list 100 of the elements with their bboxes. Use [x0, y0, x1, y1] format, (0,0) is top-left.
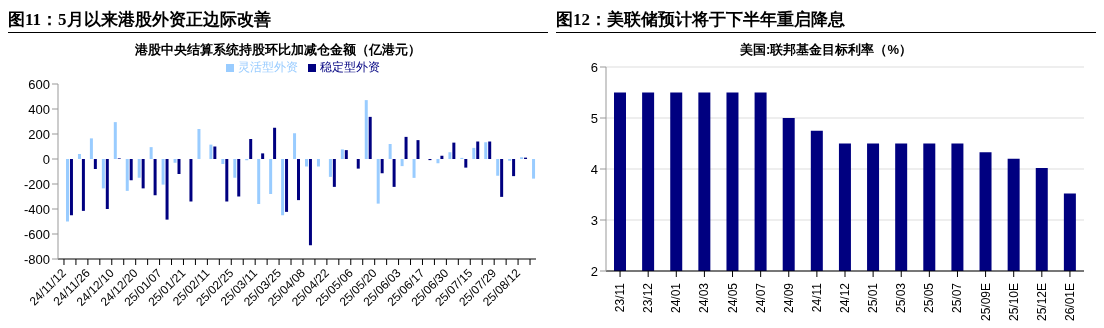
bar: [488, 141, 492, 159]
x-tick-label: 25/09E: [978, 283, 993, 322]
bar: [77, 154, 81, 159]
bar: [412, 159, 416, 178]
bar: [273, 127, 277, 159]
x-tick-label: 25/01: [866, 282, 881, 314]
bar: [149, 147, 153, 159]
bar: [496, 159, 500, 176]
x-tick-label: 26/01E: [1062, 283, 1077, 322]
bar: [404, 136, 408, 159]
bar: [464, 159, 468, 168]
bar: [293, 133, 297, 159]
y-tick-label: 400: [28, 101, 50, 117]
x-tick-label: 24/05: [725, 282, 740, 314]
bar: [249, 139, 253, 159]
chart-subtitle: 美国:联邦基金目标利率（%）: [739, 41, 913, 59]
y-tick-label: 5: [590, 110, 598, 126]
bar: [89, 138, 93, 159]
bar: [285, 159, 289, 212]
bar: [364, 100, 368, 159]
bar: [500, 159, 504, 197]
bar: [137, 159, 141, 178]
chart-subtitle: 港股中央结算系统持股环比加减仓金额（亿港元）: [134, 41, 422, 59]
y-tick-label: 600: [28, 76, 50, 92]
bar: [380, 159, 384, 174]
y-tick-label: -800: [23, 251, 50, 267]
bar: [340, 149, 344, 159]
bar: [197, 129, 201, 159]
bar: [452, 142, 456, 159]
x-tick-label: 23/12: [641, 282, 656, 314]
bar: [356, 159, 360, 169]
y-tick-label: 6: [590, 59, 598, 75]
bar: [472, 147, 476, 159]
bar: [213, 146, 217, 159]
legend-label: 稳定型外资: [320, 60, 380, 74]
x-tick-label: 25/03: [894, 282, 909, 314]
bar: [308, 159, 312, 246]
bar: [388, 144, 392, 159]
bar: [165, 159, 169, 220]
bar: [269, 159, 273, 194]
bar: [332, 159, 336, 187]
x-tick-label: 24/12: [838, 282, 852, 314]
bar: [105, 159, 109, 209]
x-tick-label: 24/11: [809, 282, 824, 313]
chart-title: 图12：美联储预计将于下半年重启降息: [556, 8, 1096, 33]
y-tick-label: -400: [23, 201, 50, 217]
bar: [221, 159, 225, 164]
bar: [209, 144, 213, 159]
bar: [129, 159, 133, 181]
bar: [305, 159, 308, 167]
bar: [344, 150, 348, 159]
bar: [81, 159, 85, 211]
bar: [440, 155, 444, 159]
bar: [177, 159, 181, 174]
bar: [93, 159, 97, 169]
y-tick-label: 4: [590, 161, 598, 177]
bar: [436, 159, 440, 164]
y-tick-label: 0: [42, 151, 50, 167]
bar: [416, 140, 420, 159]
bar: [392, 159, 396, 187]
bar: [189, 159, 193, 202]
y-tick-label: -600: [23, 226, 50, 242]
bar: [261, 153, 265, 159]
bar: [69, 159, 73, 216]
bar: [448, 152, 452, 159]
bar: [257, 159, 261, 204]
bar: [297, 159, 300, 201]
x-tick-label: 24/01: [669, 282, 684, 314]
y-tick-label: 2: [590, 263, 598, 279]
bar: [153, 159, 157, 196]
bar: [125, 159, 129, 191]
bar: [328, 159, 332, 177]
bar: [400, 159, 404, 167]
bar: [316, 159, 320, 167]
bar: [66, 159, 69, 222]
bar: [161, 159, 165, 185]
x-tick-label: 25/12E: [1034, 283, 1049, 322]
y-tick-label: 200: [28, 126, 50, 142]
x-tick-label: 25/10E: [1006, 283, 1021, 322]
bar: [237, 159, 241, 197]
x-tick-label: 23/11: [613, 282, 628, 313]
bar: [476, 141, 480, 159]
bar: [173, 159, 177, 163]
x-tick-label: 24/07: [753, 282, 768, 314]
bar: [512, 159, 516, 177]
bar: [113, 122, 117, 159]
bar: [225, 159, 229, 202]
bar: [233, 159, 237, 178]
chart-title: 图11：5月以来港股外资正边际改善: [8, 8, 548, 33]
bar: [484, 142, 488, 159]
y-tick-label: -200: [23, 176, 50, 192]
legend-label: 灵活型外资: [238, 60, 298, 74]
bar: [101, 159, 105, 189]
x-tick-label: 24/09: [781, 282, 796, 314]
bar: [141, 159, 145, 189]
y-tick-label: 3: [590, 212, 598, 228]
x-tick-label: 25/05: [922, 282, 937, 314]
bar: [376, 159, 380, 204]
bar: [368, 116, 372, 159]
x-tick-label: 24/03: [697, 282, 712, 314]
